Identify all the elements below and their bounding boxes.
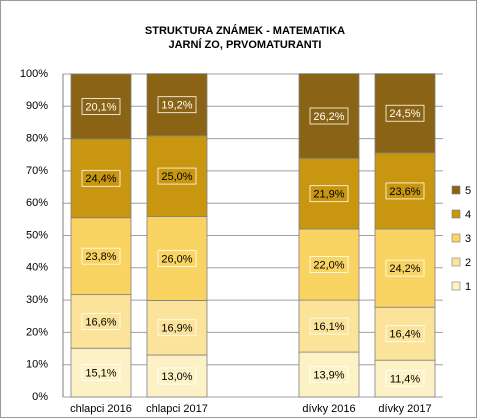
value-label: 24,2%	[389, 263, 420, 275]
value-label-box	[81, 364, 121, 382]
value-label: 13,9%	[313, 369, 344, 381]
y-tick-label: 100%	[20, 68, 48, 80]
legend-swatch	[451, 281, 461, 291]
value-label-box	[385, 182, 425, 200]
x-tick-label: dívky 2017	[378, 403, 431, 415]
value-label: 19,2%	[161, 100, 192, 112]
value-label: 16,4%	[389, 329, 420, 341]
value-label-box	[309, 317, 349, 335]
chart-title: STRUKTURA ZNÁMEK - MATEMATIKA	[145, 24, 345, 37]
x-tick-label: dívky 2016	[302, 403, 355, 415]
y-tick-label: 60%	[26, 197, 48, 209]
value-label-box	[81, 169, 121, 187]
y-tick-label: 70%	[26, 165, 48, 177]
value-label: 23,8%	[85, 251, 116, 263]
y-tick-label: 20%	[26, 326, 48, 338]
value-label-box	[81, 313, 121, 330]
value-label-box	[157, 96, 197, 114]
y-tick-label: 90%	[26, 100, 48, 112]
y-tick-label: 50%	[26, 229, 48, 241]
legend-swatch	[451, 185, 461, 195]
value-label-box	[157, 250, 197, 267]
value-label: 16,6%	[85, 316, 116, 328]
value-label: 22,0%	[313, 259, 344, 271]
bar-segment	[374, 306, 436, 361]
x-tick-label: chlapci 2017	[146, 403, 208, 415]
chart-subtitle: JARNÍ ZO, PRVOMATURANTI	[169, 38, 322, 51]
value-label-box	[309, 107, 349, 125]
value-label: 20,1%	[85, 101, 116, 113]
legend-swatch	[451, 233, 461, 243]
value-label-box	[157, 319, 197, 337]
value-label-box	[309, 366, 349, 383]
value-label: 21,9%	[313, 189, 344, 201]
legend-label: 4	[465, 209, 471, 221]
value-label-box	[385, 325, 425, 343]
legend-swatch	[451, 209, 461, 219]
value-label: 15,1%	[85, 368, 116, 380]
legend-label: 2	[465, 257, 471, 269]
value-label: 26,2%	[313, 111, 344, 123]
value-label-box	[385, 104, 425, 122]
y-tick-label: 40%	[26, 262, 48, 274]
value-label: 24,4%	[85, 173, 116, 185]
value-label: 24,5%	[389, 108, 420, 120]
value-label: 25,0%	[161, 171, 192, 183]
value-label-box	[157, 367, 197, 385]
bar-segment	[298, 73, 360, 159]
value-label: 16,1%	[313, 321, 344, 333]
value-label: 11,4%	[390, 373, 421, 385]
value-label-box	[385, 370, 425, 387]
legend-swatch	[451, 257, 461, 267]
value-label-box	[81, 247, 121, 265]
value-label: 16,9%	[161, 323, 192, 335]
y-tick-label: 0%	[32, 391, 48, 403]
value-label: 13,0%	[161, 371, 192, 383]
value-label: 23,6%	[389, 186, 420, 198]
value-label-box	[385, 259, 425, 277]
y-tick-label: 80%	[26, 133, 48, 145]
value-label-box	[309, 256, 349, 273]
legend-label: 5	[465, 185, 471, 197]
value-label-box	[157, 167, 197, 185]
legend-label: 3	[465, 233, 471, 245]
x-tick-label: chlapci 2016	[70, 403, 132, 415]
value-label-box	[309, 185, 349, 203]
value-label-box	[81, 98, 121, 115]
legend-label: 1	[465, 281, 471, 293]
y-tick-label: 30%	[26, 294, 48, 306]
y-tick-label: 10%	[26, 359, 48, 371]
value-label: 26,0%	[161, 253, 192, 265]
